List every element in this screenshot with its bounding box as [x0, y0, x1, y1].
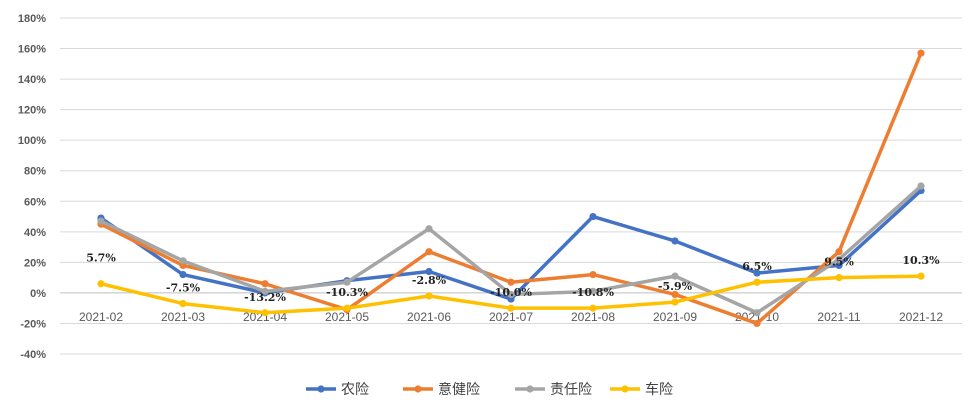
legend-swatch-marker	[526, 385, 534, 393]
data-point	[753, 269, 761, 277]
data-point	[425, 248, 433, 256]
data-label: -5.9%	[658, 280, 693, 293]
x-tick-label: 2021-12	[899, 310, 943, 324]
data-point	[589, 287, 597, 295]
data-label: 9.5%	[824, 256, 854, 269]
data-point	[343, 304, 351, 312]
data-point	[179, 300, 187, 308]
y-tick-label: 140%	[18, 74, 46, 86]
data-point	[671, 290, 679, 299]
data-label: -10.3%	[326, 286, 368, 299]
data-point	[589, 304, 597, 312]
x-tick-label: 2021-08	[571, 310, 615, 324]
data-point	[671, 298, 679, 306]
series-group	[97, 272, 925, 317]
data-point	[507, 278, 515, 286]
legend-label: 意健险	[438, 381, 480, 398]
x-tick-label: 2021-03	[161, 310, 205, 324]
data-point	[97, 217, 105, 225]
y-tick-label: 80%	[24, 166, 46, 178]
data-label: -10.8%	[572, 286, 614, 299]
data-point	[917, 49, 925, 57]
y-tick-label: 180%	[18, 13, 46, 25]
x-tick-label: 2021-02	[79, 310, 123, 324]
data-point	[261, 280, 269, 288]
data-point	[753, 309, 761, 317]
data-point	[753, 278, 761, 286]
data-point	[835, 261, 843, 270]
y-tick-label: 20%	[24, 257, 46, 269]
data-point	[343, 278, 351, 286]
data-point	[917, 272, 925, 280]
y-tick-label: 40%	[24, 227, 46, 239]
y-tick-label: 160%	[18, 44, 46, 56]
y-tick-label: 0%	[30, 288, 46, 300]
series-group	[97, 182, 925, 317]
data-point	[835, 274, 843, 282]
legend-swatch-marker	[414, 385, 422, 393]
gridlines	[60, 17, 962, 355]
data-label: 5.7%	[86, 252, 116, 265]
y-tick-label: 120%	[18, 105, 46, 117]
legend-item: 意健险	[403, 381, 480, 398]
legend-label: 农险	[341, 382, 369, 398]
data-label: -2.8%	[412, 274, 447, 287]
data-label: -10.0%	[490, 286, 532, 299]
legend-label: 责任险	[550, 382, 592, 398]
data-label: 6.5%	[742, 260, 772, 273]
data-point	[179, 257, 187, 265]
legend: 农险 意健险 责任险 车险	[306, 381, 673, 398]
data-point	[507, 290, 515, 299]
legend-swatch-marker	[317, 385, 325, 393]
data-point	[261, 287, 269, 295]
data-point	[835, 248, 843, 256]
legend-label: 车险	[645, 381, 673, 398]
data-point	[589, 212, 597, 221]
legend-swatch-marker	[621, 385, 629, 393]
y-tick-label: -40%	[20, 349, 46, 361]
legend-item: 农险	[306, 382, 369, 398]
data-point	[425, 292, 433, 300]
data-point	[425, 267, 433, 276]
data-point	[753, 319, 761, 328]
series-lines	[97, 49, 925, 328]
data-point	[261, 309, 269, 317]
data-label: -13.2%	[244, 291, 286, 304]
data-point	[425, 225, 433, 233]
x-tick-label: 2021-06	[407, 310, 451, 324]
data-labels: 5.7% -7.5% -13.2% -10.3% -2.8% -10.0% -10.8% -5…	[86, 252, 940, 304]
y-axis: 180% 160% 140% 120% 100% 80% 60% 40% 20% 0% -20% -4…	[18, 13, 46, 361]
data-point	[671, 272, 679, 280]
data-point	[97, 280, 105, 288]
legend-item: 车险	[610, 381, 673, 398]
data-point	[671, 237, 679, 245]
x-tick-label: 2021-09	[653, 310, 697, 324]
x-tick-label: 2021-11	[817, 310, 860, 324]
y-tick-label: -20%	[20, 318, 46, 330]
x-tick-label: 2021-05	[325, 310, 369, 324]
data-point	[507, 304, 515, 312]
data-point	[917, 182, 925, 190]
y-tick-label: 60%	[24, 196, 46, 208]
data-point	[179, 270, 187, 279]
data-point	[835, 255, 843, 263]
data-label: -7.5%	[166, 282, 201, 295]
y-tick-label: 100%	[18, 135, 46, 147]
x-axis: 2021-02 2021-03 2021-04 2021-05 2021-06 2021-…	[79, 310, 943, 324]
legend-item: 责任险	[515, 382, 592, 398]
x-tick-label: 2021-07	[489, 310, 533, 324]
data-label: 10.3%	[902, 254, 940, 267]
data-point	[589, 270, 597, 279]
